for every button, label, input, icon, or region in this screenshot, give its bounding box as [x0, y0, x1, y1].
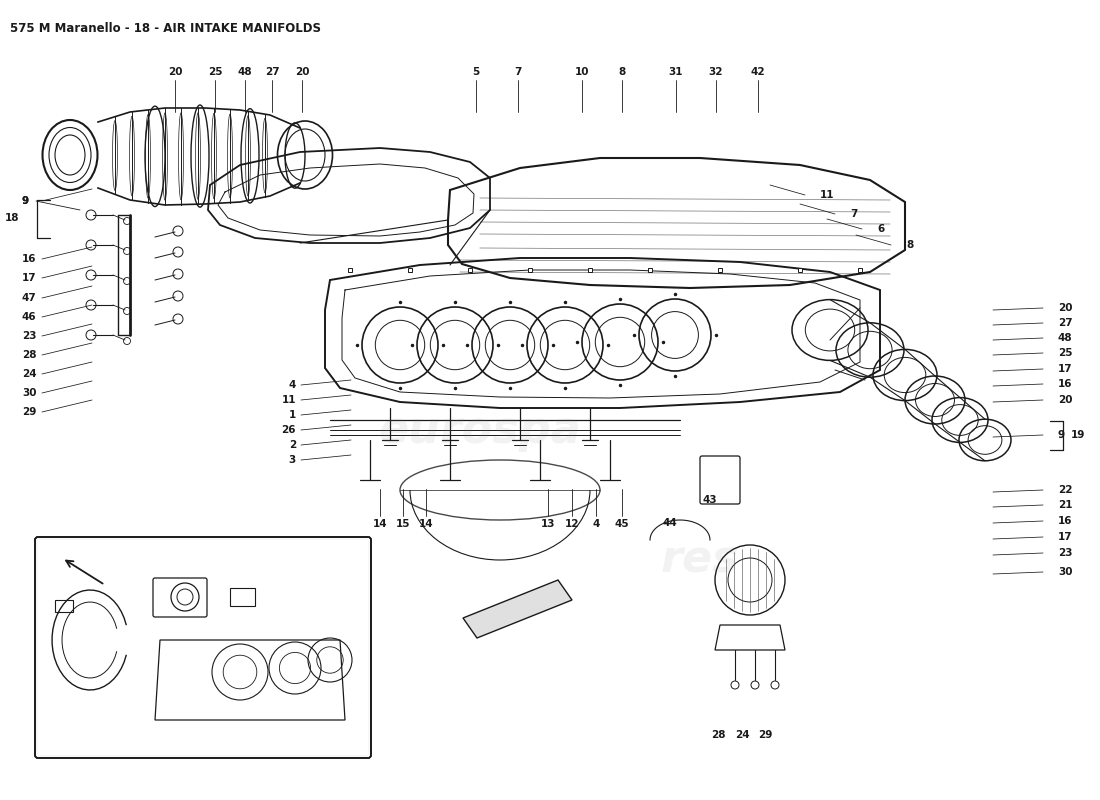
Text: 46: 46	[22, 312, 36, 322]
FancyBboxPatch shape	[35, 537, 371, 758]
Text: 9: 9	[22, 196, 29, 206]
Text: 26: 26	[282, 425, 296, 435]
Text: 28: 28	[711, 730, 725, 740]
Text: res: res	[661, 538, 739, 582]
Text: 16: 16	[1058, 516, 1072, 526]
Text: 30: 30	[22, 388, 36, 398]
Text: 16: 16	[22, 254, 36, 264]
Text: 29: 29	[758, 730, 772, 740]
Text: 14: 14	[373, 519, 387, 529]
Text: 23: 23	[22, 331, 36, 341]
Text: 8: 8	[618, 67, 626, 77]
Text: 35: 35	[241, 552, 255, 562]
Text: 41: 41	[123, 603, 138, 613]
Text: 29: 29	[22, 407, 36, 417]
Text: 42: 42	[750, 67, 766, 77]
Text: 23: 23	[1058, 548, 1072, 558]
Text: 24: 24	[735, 730, 749, 740]
Text: 18: 18	[4, 213, 20, 223]
Text: 2: 2	[288, 440, 296, 450]
Text: euros: euros	[252, 606, 349, 634]
Text: 39: 39	[230, 655, 244, 665]
Text: 44: 44	[662, 518, 678, 528]
Text: 17: 17	[1058, 364, 1072, 374]
Text: 25: 25	[1058, 348, 1072, 358]
Text: 24: 24	[22, 369, 36, 379]
Text: 32: 32	[708, 67, 724, 77]
Text: 16: 16	[1058, 379, 1072, 389]
Text: 10: 10	[574, 67, 590, 77]
Polygon shape	[463, 580, 572, 638]
Text: 20: 20	[295, 67, 309, 77]
Bar	[230, 588, 255, 606]
Text: 43: 43	[703, 495, 717, 505]
Text: 4: 4	[592, 519, 600, 529]
Text: 17: 17	[22, 273, 36, 283]
Text: 7: 7	[850, 209, 857, 219]
Text: 33: 33	[43, 651, 57, 661]
Text: 1: 1	[288, 410, 296, 420]
Text: 20: 20	[1058, 395, 1072, 405]
Text: 9: 9	[22, 196, 29, 206]
Text: 21: 21	[1058, 500, 1072, 510]
Text: 22: 22	[1058, 485, 1072, 495]
Text: 45: 45	[615, 519, 629, 529]
Text: 11: 11	[820, 190, 835, 200]
Text: 14: 14	[419, 519, 433, 529]
Text: 36: 36	[173, 572, 187, 582]
Text: 8: 8	[906, 240, 913, 250]
Text: 7: 7	[515, 67, 521, 77]
Text: 20: 20	[1058, 303, 1072, 313]
Text: 4: 4	[288, 380, 296, 390]
Text: 47: 47	[22, 293, 36, 303]
Text: 6: 6	[877, 224, 884, 234]
Text: 13: 13	[541, 519, 556, 529]
Text: 9: 9	[1058, 430, 1065, 440]
Text: 34: 34	[43, 629, 57, 639]
Text: 48: 48	[238, 67, 252, 77]
Text: 40: 40	[251, 673, 265, 683]
Text: 17: 17	[1058, 532, 1072, 542]
Bar	[55, 600, 73, 612]
Text: 31: 31	[669, 67, 683, 77]
Text: 20: 20	[167, 67, 183, 77]
Text: 575 M Maranello - 18 - AIR INTAKE MANIFOLDS: 575 M Maranello - 18 - AIR INTAKE MANIFO…	[10, 22, 321, 35]
Text: 28: 28	[22, 350, 36, 360]
Text: 38: 38	[230, 572, 244, 582]
Text: 3: 3	[288, 455, 296, 465]
Text: 25: 25	[208, 67, 222, 77]
Text: 11: 11	[282, 395, 296, 405]
Text: eurospa: eurospa	[378, 409, 582, 451]
Text: 48: 48	[1058, 333, 1072, 343]
Text: 27: 27	[1058, 318, 1072, 328]
Text: 30: 30	[1058, 567, 1072, 577]
Bar	[39, 540, 369, 755]
Text: 15: 15	[396, 519, 410, 529]
Text: 12: 12	[564, 519, 580, 529]
Text: 35: 35	[242, 552, 256, 562]
Text: 5: 5	[472, 67, 480, 77]
Text: 27: 27	[265, 67, 279, 77]
Text: 19: 19	[1070, 430, 1086, 440]
Text: 37: 37	[200, 572, 216, 582]
